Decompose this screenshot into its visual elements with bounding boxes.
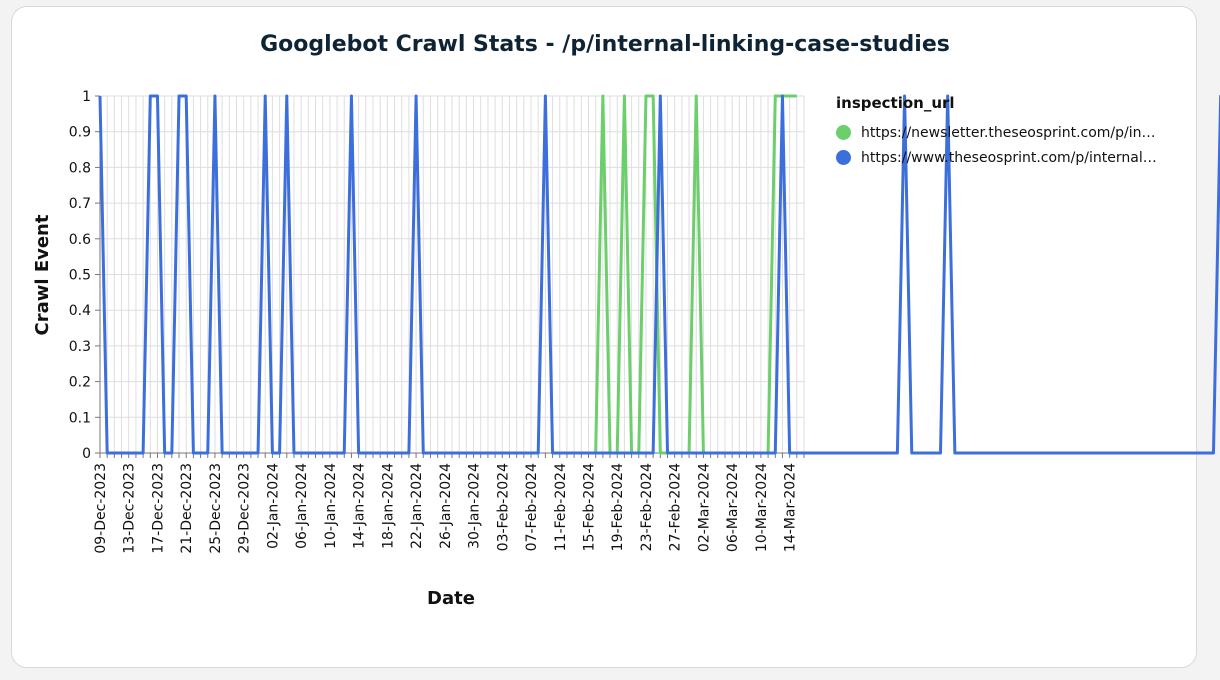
legend-item-newsletter[interactable]: https://newsletter.theseosprint.com/p/in… (836, 120, 1157, 145)
y-tick-label: 0.8 (69, 160, 91, 176)
x-tick-label: 17-Dec-2023 (150, 463, 166, 554)
x-tick-label: 02-Jan-2024 (265, 463, 281, 549)
x-tick-label: 06-Jan-2024 (294, 463, 310, 549)
legend: inspection_url https://newsletter.theseo… (836, 94, 1157, 170)
legend-title: inspection_url (836, 94, 955, 112)
y-tick-label: 0.5 (69, 268, 91, 284)
x-tick-label: 14-Jan-2024 (352, 463, 368, 549)
x-tick-label: 14-Mar-2024 (783, 463, 799, 552)
legend-swatch-www (836, 150, 851, 165)
x-tick-label: 02-Mar-2024 (696, 463, 712, 552)
x-axis-title: Date (427, 588, 475, 609)
y-tick-label: 0.3 (69, 339, 91, 355)
y-axis-title: Crawl Event (32, 214, 53, 335)
series-line-www (98, 94, 1220, 455)
x-tick-label: 13-Dec-2023 (122, 463, 138, 554)
x-tick-label: 06-Mar-2024 (725, 463, 741, 552)
legend-item-www[interactable]: https://www.theseosprint.com/p/internal… (836, 145, 1157, 170)
y-tick-label: 0.6 (69, 232, 91, 248)
x-tick-label: 03-Feb-2024 (495, 463, 511, 551)
x-tick-label: 18-Jan-2024 (380, 463, 396, 549)
legend-label: https://www.theseosprint.com/p/internal… (861, 149, 1157, 166)
y-tick-label: 0.7 (69, 196, 91, 212)
tick-labels: 0 0.1 0.2 0.3 0.4 0.5 0.6 0.7 0.8 0.9 1 09-Dec-2023… (69, 89, 799, 554)
x-tick-label: 10-Jan-2024 (323, 463, 339, 549)
y-tick-label: 0.4 (69, 303, 91, 319)
y-tick-label: 0.9 (69, 125, 91, 141)
x-tick-label: 21-Dec-2023 (179, 463, 195, 554)
y-tick-label: 0.1 (69, 410, 91, 426)
x-tick-label: 19-Feb-2024 (610, 463, 626, 551)
x-tick-label: 27-Feb-2024 (668, 463, 684, 551)
x-tick-label: 22-Jan-2024 (409, 463, 425, 549)
x-tick-label: 29-Dec-2023 (237, 463, 253, 554)
legend-swatch-newsletter (836, 125, 851, 140)
x-tick-label: 09-Dec-2023 (93, 463, 109, 554)
series-lines (98, 94, 1220, 455)
x-tick-label: 25-Dec-2023 (208, 463, 224, 554)
y-tick-label: 0.2 (69, 375, 91, 391)
x-tick-label: 23-Feb-2024 (639, 463, 655, 551)
y-tick-label: 0 (82, 446, 91, 462)
legend-label: https://newsletter.theseosprint.com/p/in… (861, 124, 1156, 141)
x-tick-label: 10-Mar-2024 (754, 463, 770, 552)
chart-title: Googlebot Crawl Stats - /p/internal-link… (260, 32, 950, 57)
x-tick-label: 11-Feb-2024 (553, 463, 569, 551)
x-tick-label: 15-Feb-2024 (581, 463, 597, 551)
x-tick-label: 07-Feb-2024 (524, 463, 540, 551)
y-tick-label: 1 (82, 89, 91, 105)
x-tick-label: 26-Jan-2024 (438, 463, 454, 549)
x-tick-label: 30-Jan-2024 (467, 463, 483, 549)
